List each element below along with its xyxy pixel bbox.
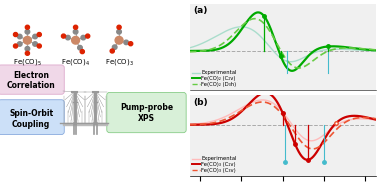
Circle shape	[112, 45, 117, 49]
Circle shape	[110, 49, 114, 53]
Circle shape	[33, 42, 37, 46]
Circle shape	[25, 46, 30, 51]
Circle shape	[25, 25, 29, 29]
Circle shape	[14, 44, 18, 48]
Circle shape	[117, 25, 121, 29]
Circle shape	[85, 34, 90, 38]
Circle shape	[81, 35, 85, 40]
Circle shape	[73, 25, 78, 29]
Circle shape	[62, 34, 66, 38]
FancyBboxPatch shape	[107, 92, 186, 133]
Legend: Experimental, Fe(CO)₃ (C₂v), Fe(CO)₃ (C₃v): Experimental, Fe(CO)₃ (C₂v), Fe(CO)₃ (C₃…	[192, 156, 237, 173]
FancyBboxPatch shape	[0, 100, 64, 135]
Circle shape	[33, 34, 37, 39]
Text: Fe(CO)$_5$: Fe(CO)$_5$	[13, 57, 42, 67]
Legend: Experimental, Fe(CO)₂ (C₂v), Fe(CO)₂ (D₃h): Experimental, Fe(CO)₂ (C₂v), Fe(CO)₂ (D₃…	[192, 70, 237, 87]
Text: Correlation: Correlation	[7, 81, 56, 90]
Circle shape	[115, 36, 123, 44]
Circle shape	[25, 29, 30, 34]
Circle shape	[129, 42, 133, 46]
Circle shape	[117, 29, 121, 34]
FancyBboxPatch shape	[0, 65, 64, 94]
Text: Electron: Electron	[13, 71, 49, 81]
Text: Fe(CO)$_4$: Fe(CO)$_4$	[61, 57, 90, 67]
Text: Fe(CO)$_3$: Fe(CO)$_3$	[105, 57, 133, 67]
Text: Coupling: Coupling	[12, 120, 50, 129]
Circle shape	[78, 45, 82, 50]
Circle shape	[124, 40, 129, 45]
Circle shape	[23, 36, 31, 44]
Circle shape	[66, 35, 70, 40]
Text: (a): (a)	[194, 6, 208, 15]
Circle shape	[80, 50, 84, 54]
Circle shape	[25, 51, 29, 55]
Circle shape	[37, 44, 41, 48]
Text: XPS: XPS	[138, 113, 155, 123]
Text: Pump-probe: Pump-probe	[120, 102, 173, 112]
Circle shape	[17, 34, 22, 39]
Circle shape	[72, 36, 79, 44]
Text: Spin-Orbit: Spin-Orbit	[9, 109, 53, 118]
Circle shape	[14, 33, 18, 37]
Circle shape	[73, 29, 78, 34]
Circle shape	[17, 42, 22, 46]
Circle shape	[37, 33, 41, 37]
Text: (b): (b)	[194, 98, 208, 107]
